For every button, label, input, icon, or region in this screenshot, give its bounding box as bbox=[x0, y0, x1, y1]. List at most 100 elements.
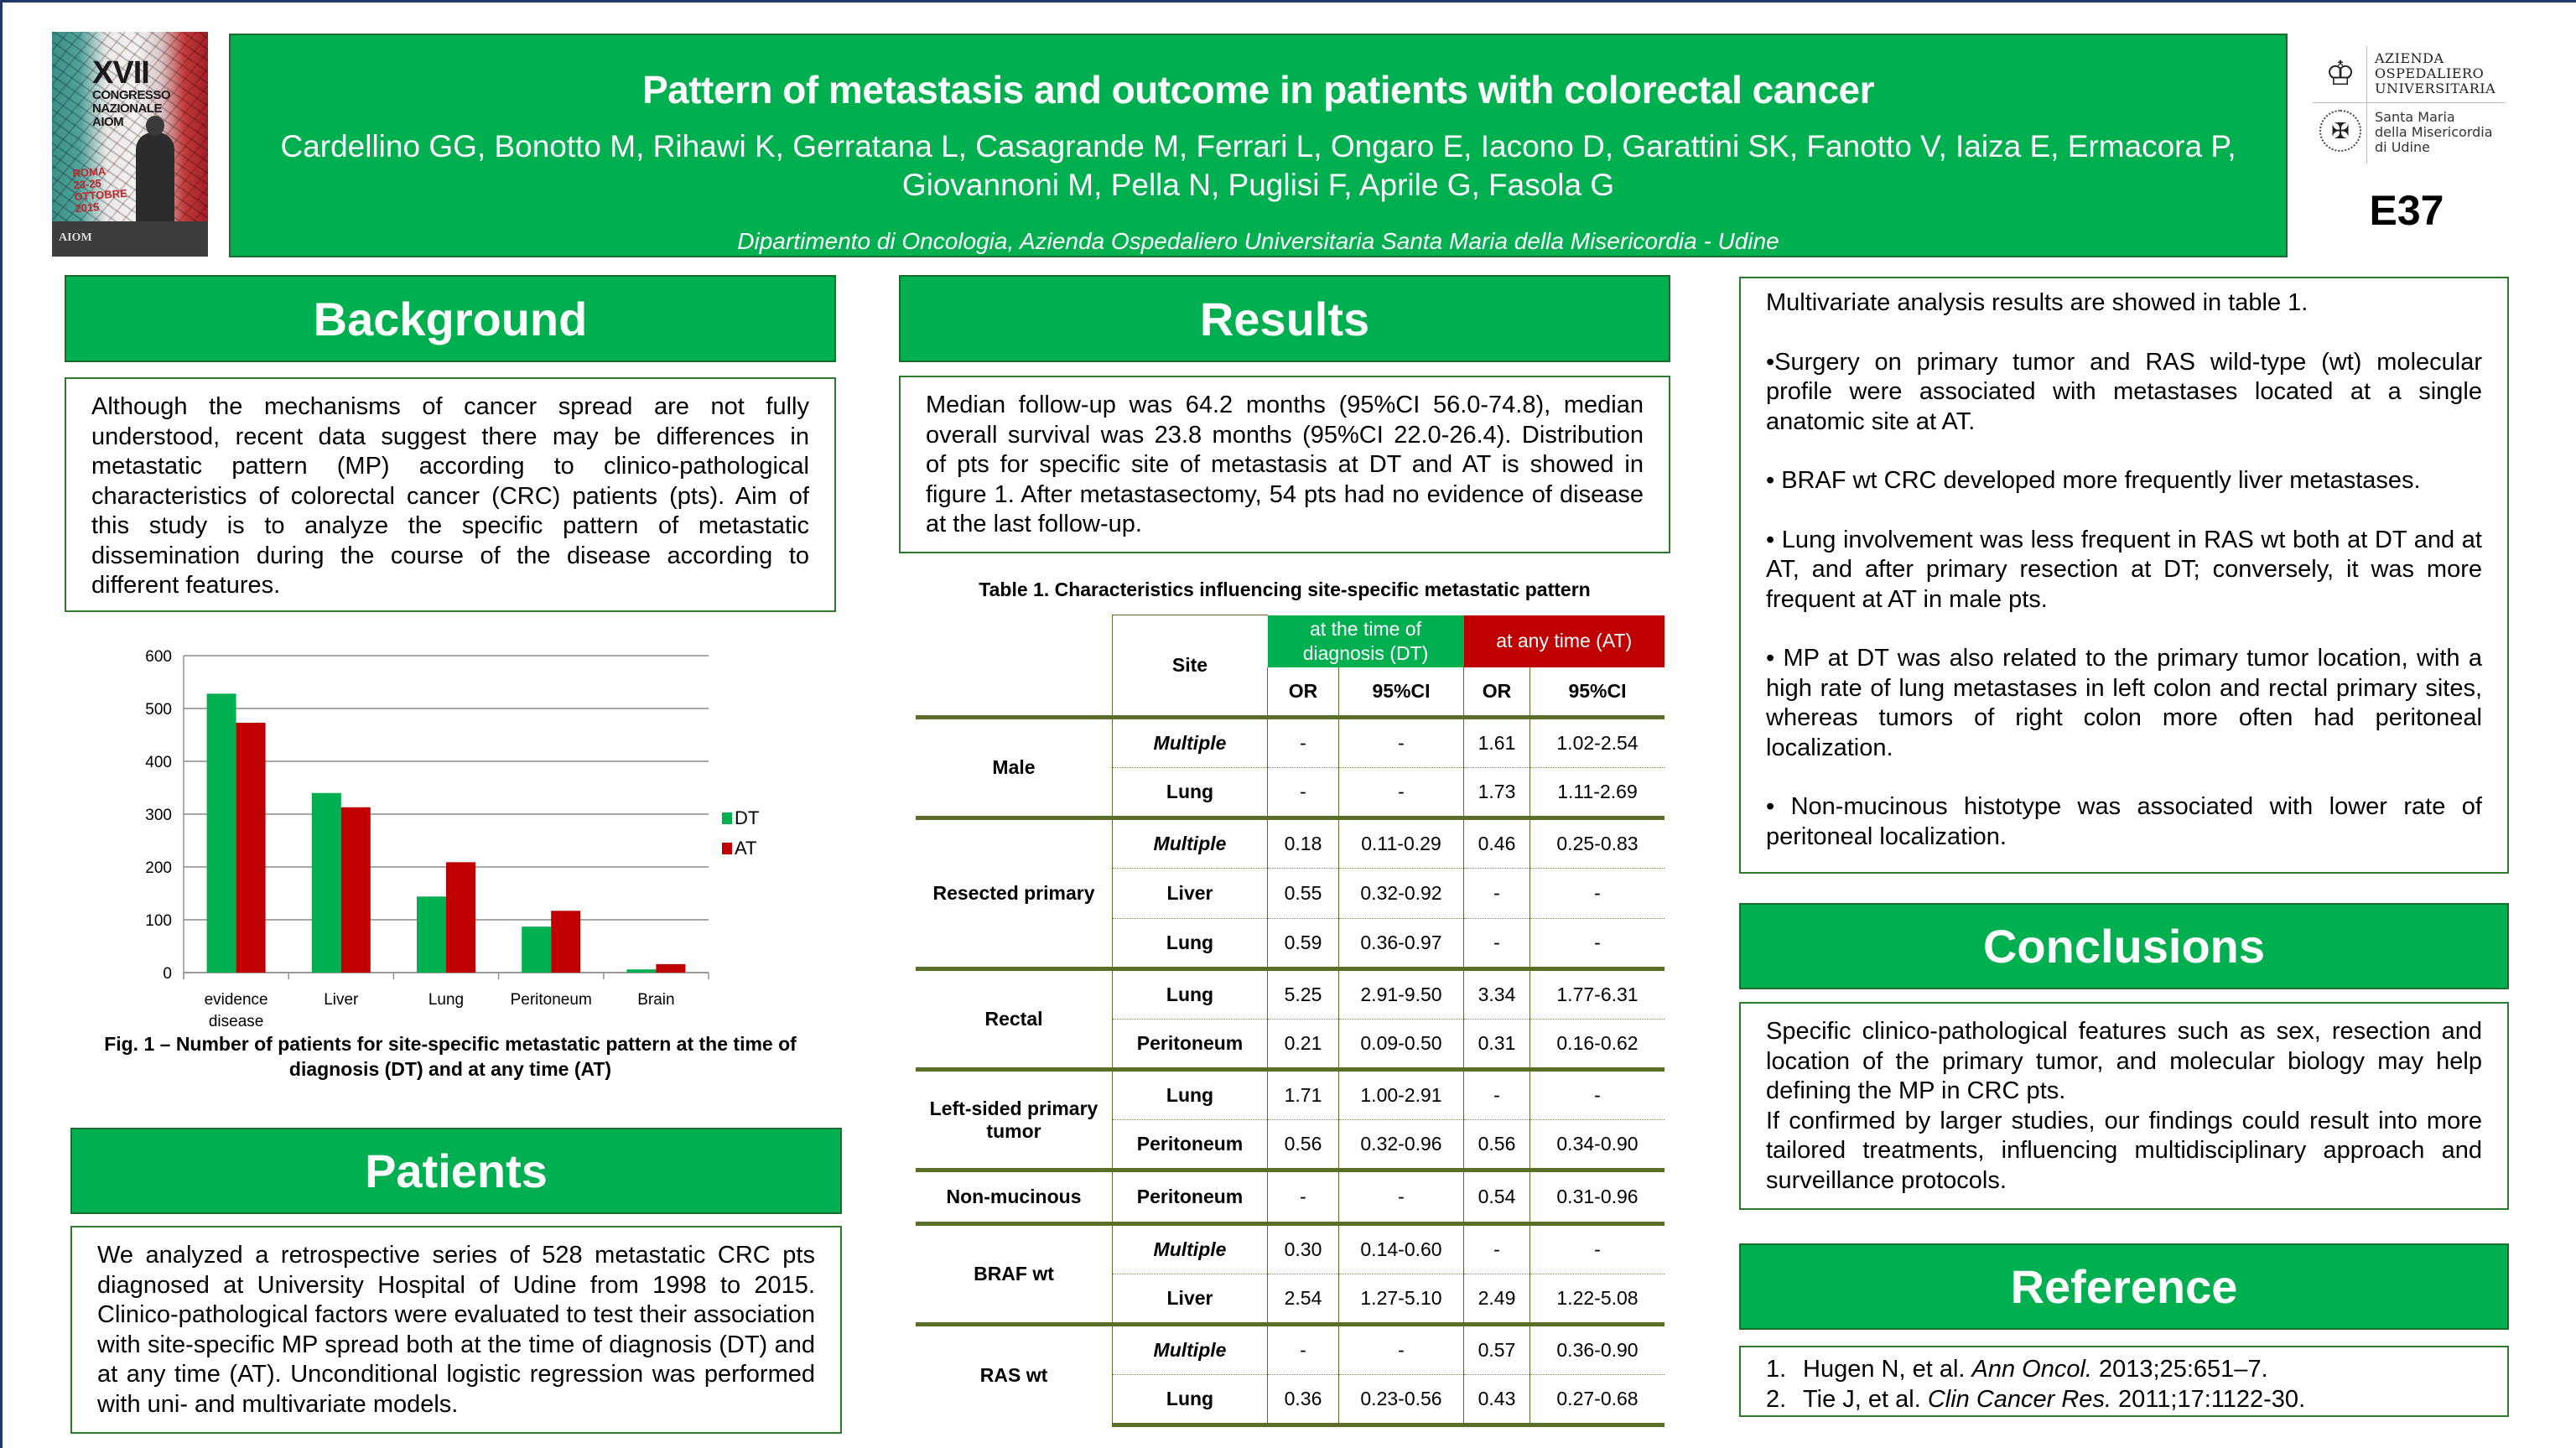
at-or-cell: 2.49 bbox=[1463, 1274, 1530, 1325]
patients-text: We analyzed a retrospective series of 52… bbox=[97, 1242, 815, 1418]
y-tick-label: 600 bbox=[145, 648, 172, 666]
dt-or-cell: - bbox=[1267, 1168, 1339, 1224]
dt-or-cell: 0.30 bbox=[1267, 1222, 1339, 1274]
site-cell: Liver bbox=[1112, 1274, 1268, 1325]
y-tick-label: 500 bbox=[145, 701, 172, 719]
header-dt-or: OR bbox=[1267, 667, 1339, 718]
site-cell: Lung bbox=[1112, 1374, 1268, 1427]
dt-or-cell: 0.36 bbox=[1267, 1374, 1339, 1427]
dt-or-cell: - bbox=[1267, 767, 1339, 818]
background-heading: Background bbox=[65, 275, 836, 362]
background-text: Although the mechanisms of cancer spread… bbox=[91, 393, 809, 599]
reference-item: 1. Hugen N, et al. Ann Oncol. 2013;25:651… bbox=[1766, 1356, 2268, 1383]
header-dt-ci: 95%CI bbox=[1338, 667, 1464, 718]
bar-dt bbox=[522, 926, 552, 973]
table-row: Peritoneum 0.21 0.09-0.50 0.31 0.16-0.62 bbox=[916, 1019, 1665, 1070]
site-cell: Lung bbox=[1112, 967, 1268, 1020]
bar-at bbox=[551, 911, 581, 973]
conclusions-paragraph: Specific clinico-pathological features s… bbox=[1766, 1018, 2482, 1104]
bar-at bbox=[446, 862, 475, 973]
table-caption: Table 1. Characteristics influencing sit… bbox=[979, 579, 1591, 600]
dt-ci-cell: 0.11-0.29 bbox=[1338, 816, 1464, 869]
at-ci-cell: - bbox=[1530, 1222, 1665, 1274]
painter-figure bbox=[136, 116, 174, 233]
table-row: Lung 0.36 0.23-0.56 0.43 0.27-0.68 bbox=[916, 1374, 1665, 1427]
congress-dates: ROMA 23-25 OTTOBRE 2015 bbox=[72, 164, 128, 215]
dt-ci-cell: 0.09-0.50 bbox=[1338, 1019, 1464, 1070]
legend-label: AT bbox=[735, 838, 756, 859]
at-ci-cell: 1.77-6.31 bbox=[1530, 967, 1665, 1020]
site-cell: Peritoneum bbox=[1112, 1168, 1268, 1224]
dt-or-cell: 2.54 bbox=[1267, 1274, 1339, 1325]
header-at: at any time (AT) bbox=[1463, 615, 1665, 667]
site-cell: Peritoneum bbox=[1112, 1019, 1268, 1070]
y-tick-label: 0 bbox=[163, 965, 172, 983]
dt-or-cell: 0.55 bbox=[1267, 868, 1339, 919]
results-text-box: Median follow-up was 64.2 months (95%CI … bbox=[899, 376, 1670, 553]
bar-dt bbox=[311, 792, 341, 973]
dt-or-cell: 0.59 bbox=[1267, 918, 1339, 969]
at-or-cell: 0.43 bbox=[1463, 1374, 1530, 1427]
figure-1-chart: 0 100 200 300 400 500 600 evidence disease Liver L… bbox=[65, 637, 836, 1090]
table-body: Male Multiple - -1.61 1.02-2.54 Lung - -1.73 1.1… bbox=[916, 715, 1665, 1427]
dt-ci-cell: 1.27-5.10 bbox=[1338, 1274, 1464, 1325]
multivariate-paragraph: Multivariate analysis results are showed… bbox=[1766, 289, 2309, 316]
at-or-cell: 1.73 bbox=[1463, 767, 1530, 818]
x-tick-label: Peritoneum bbox=[511, 991, 592, 1009]
dt-or-cell: 0.56 bbox=[1267, 1119, 1339, 1170]
site-cell: Lung bbox=[1112, 767, 1268, 818]
conclusions-paragraph: If confirmed by larger studies, our find… bbox=[1766, 1107, 2482, 1194]
at-or-cell: - bbox=[1463, 1067, 1530, 1120]
logo-text-hospital: Santa Maria della Misericordia di Udine bbox=[2375, 109, 2493, 155]
multivariate-paragraph: • Lung involvement was less frequent in … bbox=[1766, 526, 2482, 613]
patients-heading: Patients bbox=[70, 1128, 842, 1214]
at-ci-cell: 0.36-0.90 bbox=[1530, 1322, 1665, 1375]
reference-item: 2. Tie J, et al. Clin Cancer Res. 2011;17… bbox=[1766, 1386, 2306, 1413]
at-ci-cell: 1.11-2.69 bbox=[1530, 767, 1665, 818]
aiom-logo: AIOM bbox=[59, 231, 92, 244]
site-cell: Lung bbox=[1112, 918, 1268, 969]
dt-or-cell: 5.25 bbox=[1267, 967, 1339, 1020]
at-ci-cell: 0.34-0.90 bbox=[1530, 1119, 1665, 1170]
hospital-logo: ♔ ✠ AZIENDA OSPEDALIERO UNIVERSITARIA Sa… bbox=[2313, 46, 2514, 163]
dt-ci-cell: - bbox=[1338, 1322, 1464, 1375]
row-group-label: Non-mucinous bbox=[916, 1168, 1113, 1224]
at-or-cell: 0.56 bbox=[1463, 1119, 1530, 1170]
page-frame-top bbox=[0, 0, 2576, 3]
dt-ci-cell: 2.91-9.50 bbox=[1338, 967, 1464, 1020]
legend-label: DT bbox=[735, 807, 759, 828]
multivariate-paragraph: • Non-mucinous histotype was associated … bbox=[1766, 793, 2482, 850]
dt-ci-cell: 0.36-0.97 bbox=[1338, 918, 1464, 969]
crown-monogram-icon: ♔ bbox=[2325, 54, 2355, 93]
characteristics-table: Site at the time of diagnosis (DT) at an… bbox=[916, 615, 1665, 1427]
table-row: Lung - -1.73 1.11-2.69 bbox=[916, 767, 1665, 818]
at-ci-cell: - bbox=[1530, 918, 1665, 969]
table-row: Left-sided primary tumor Lung 1.71 1.00-2.9… bbox=[916, 1067, 1665, 1170]
reference-list: 1. Hugen N, et al. Ann Oncol. 2013;25:651… bbox=[1766, 1354, 2482, 1414]
dt-or-cell: 0.21 bbox=[1267, 1019, 1339, 1070]
at-ci-cell: 0.27-0.68 bbox=[1530, 1374, 1665, 1427]
at-or-cell: 0.46 bbox=[1463, 816, 1530, 869]
header-at-ci: 95%CI bbox=[1530, 667, 1665, 718]
at-or-cell: 3.34 bbox=[1463, 967, 1530, 1020]
table-row: Liver 0.55 0.32-0.92- - bbox=[916, 868, 1665, 919]
legend-swatch-at bbox=[722, 843, 732, 854]
site-cell: Liver bbox=[1112, 868, 1268, 919]
conclusions-heading: Conclusions bbox=[1739, 903, 2509, 989]
header-at-or: OR bbox=[1463, 667, 1530, 718]
background-text-box: Although the mechanisms of cancer spread… bbox=[65, 377, 836, 612]
at-ci-cell: 1.02-2.54 bbox=[1530, 715, 1665, 768]
legend-swatch-dt bbox=[722, 812, 732, 824]
table-row: Peritoneum 0.56 0.32-0.96 0.56 0.34-0.90 bbox=[916, 1119, 1665, 1170]
site-cell: Multiple bbox=[1112, 1222, 1268, 1274]
poster-title: Pattern of metastasis and outcome in pat… bbox=[641, 68, 1875, 112]
dt-ci-cell: - bbox=[1338, 715, 1464, 768]
site-cell: Lung bbox=[1112, 1067, 1268, 1120]
y-tick-label: 300 bbox=[145, 807, 172, 824]
bar-chart: 0 100 200 300 400 500 600 evidence disease Liver L… bbox=[145, 648, 759, 1030]
row-group-label: BRAF wt bbox=[916, 1222, 1113, 1325]
table-row: Male Multiple - -1.61 1.02-2.54 bbox=[916, 715, 1665, 818]
dt-ci-cell: - bbox=[1338, 1168, 1464, 1224]
at-ci-cell: 1.22-5.08 bbox=[1530, 1274, 1665, 1325]
dt-ci-cell: 0.23-0.56 bbox=[1338, 1374, 1464, 1427]
